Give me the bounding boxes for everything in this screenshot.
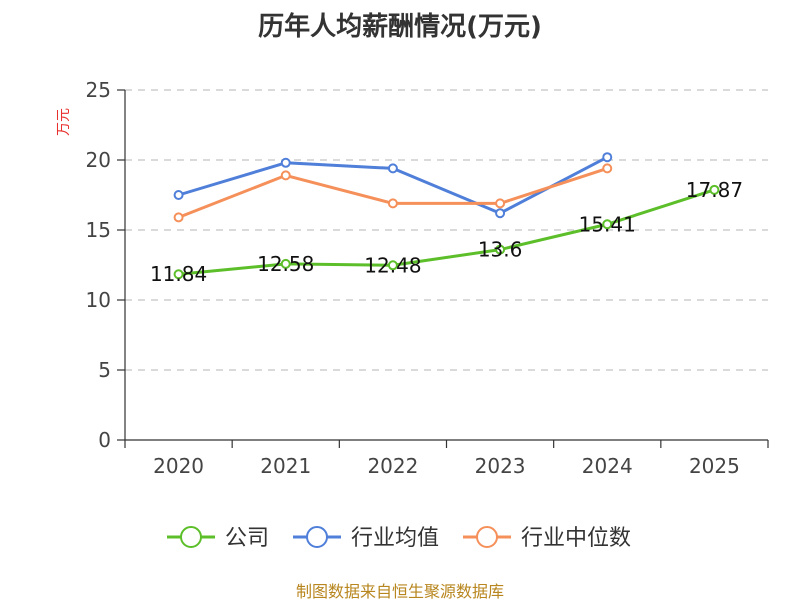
x-tick-label: 2025 xyxy=(689,454,740,478)
data-point xyxy=(280,258,291,269)
data-label: 17.87 xyxy=(686,178,743,202)
data-label: 11.84 xyxy=(150,262,207,286)
chart-title: 历年人均薪酬情况(万元) xyxy=(258,12,542,42)
data-point xyxy=(387,163,398,174)
legend-marker xyxy=(180,526,202,548)
data-point xyxy=(495,198,506,209)
data-point xyxy=(709,184,720,195)
y-tick-label: 0 xyxy=(98,428,111,452)
legend-item-0[interactable]: 公司 xyxy=(167,526,269,551)
data-point xyxy=(495,244,506,255)
y-tick-label: 20 xyxy=(86,148,111,172)
source-note: 制图数据来自恒生聚源数据库 xyxy=(295,582,504,601)
data-point xyxy=(173,269,184,280)
series-line-0 xyxy=(178,188,715,276)
y-tick-label: 5 xyxy=(98,358,111,382)
x-tick-label: 2020 xyxy=(153,454,204,478)
y-tick-label: 25 xyxy=(86,78,111,102)
data-point xyxy=(602,219,613,230)
y-axis-label: 万元 xyxy=(56,108,72,136)
legend-label: 行业均值 xyxy=(351,526,439,551)
data-label: 12.48 xyxy=(364,253,421,277)
y-tick-label: 10 xyxy=(86,288,111,312)
legend-marker xyxy=(306,526,328,548)
axes xyxy=(124,90,768,441)
data-point xyxy=(173,190,184,200)
legend-label: 公司 xyxy=(225,526,269,551)
legend-marker xyxy=(476,526,498,548)
x-tick-label: 2021 xyxy=(260,454,311,478)
data-point xyxy=(602,163,613,174)
x-axis-ticks: 2020 2021 2022 2023 2024 2025 xyxy=(124,440,769,478)
legend-item-1[interactable]: 行业均值 xyxy=(293,526,439,551)
legend-item-2[interactable]: 行业中位数 xyxy=(463,526,631,551)
data-point xyxy=(602,152,613,163)
x-tick-label: 2024 xyxy=(582,454,633,478)
data-point xyxy=(387,260,398,271)
y-axis-ticks: 0 5 10 15 20 25 xyxy=(86,78,125,452)
data-point xyxy=(280,170,291,181)
gridlines xyxy=(125,89,768,371)
legend-label: 行业中位数 xyxy=(521,526,631,551)
data-point xyxy=(280,157,291,168)
data-label: 13.6 xyxy=(478,238,523,262)
legend: 公司 行业均值 行业中位数 xyxy=(167,526,631,551)
y-tick-label: 15 xyxy=(86,218,111,242)
data-point xyxy=(387,198,398,209)
data-point xyxy=(495,208,506,219)
data-label: 12.58 xyxy=(257,252,314,276)
data-label: 15.41 xyxy=(579,212,636,236)
x-tick-label: 2022 xyxy=(367,454,418,478)
x-tick-label: 2023 xyxy=(475,454,526,478)
data-labels: 11.84 12.58 12.48 13.6 15.41 17.87 xyxy=(150,178,743,286)
series-layer xyxy=(173,152,720,280)
data-point xyxy=(173,212,184,223)
